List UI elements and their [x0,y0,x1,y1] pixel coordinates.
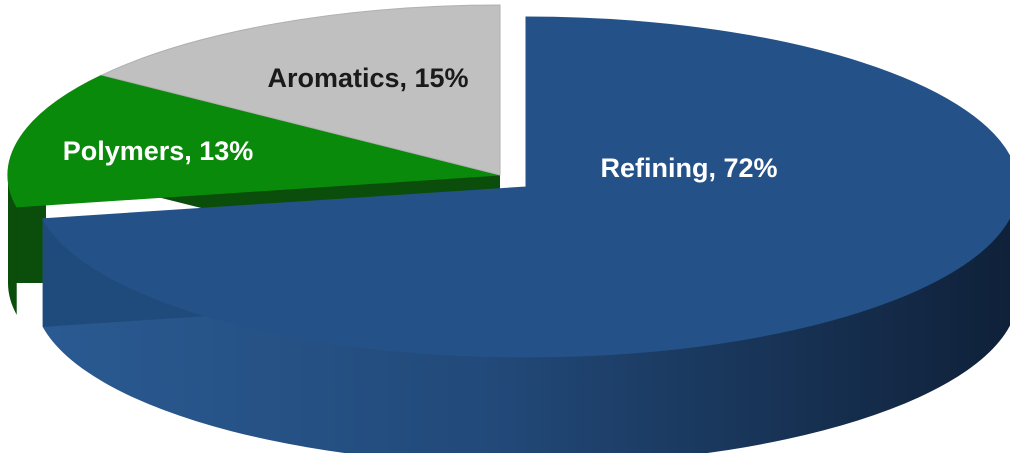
slice-refining [41,16,1010,358]
slice-aromatics [100,4,501,176]
slice-label-aromatics: Aromatics, 15% [267,63,468,93]
slice-side-refining [42,217,1010,453]
slice-polymers [7,74,501,208]
slice-label-refining: Refining, 72% [600,153,777,183]
slice-side-polymers [8,175,17,315]
slice-label-polymers: Polymers, 13% [63,136,254,166]
